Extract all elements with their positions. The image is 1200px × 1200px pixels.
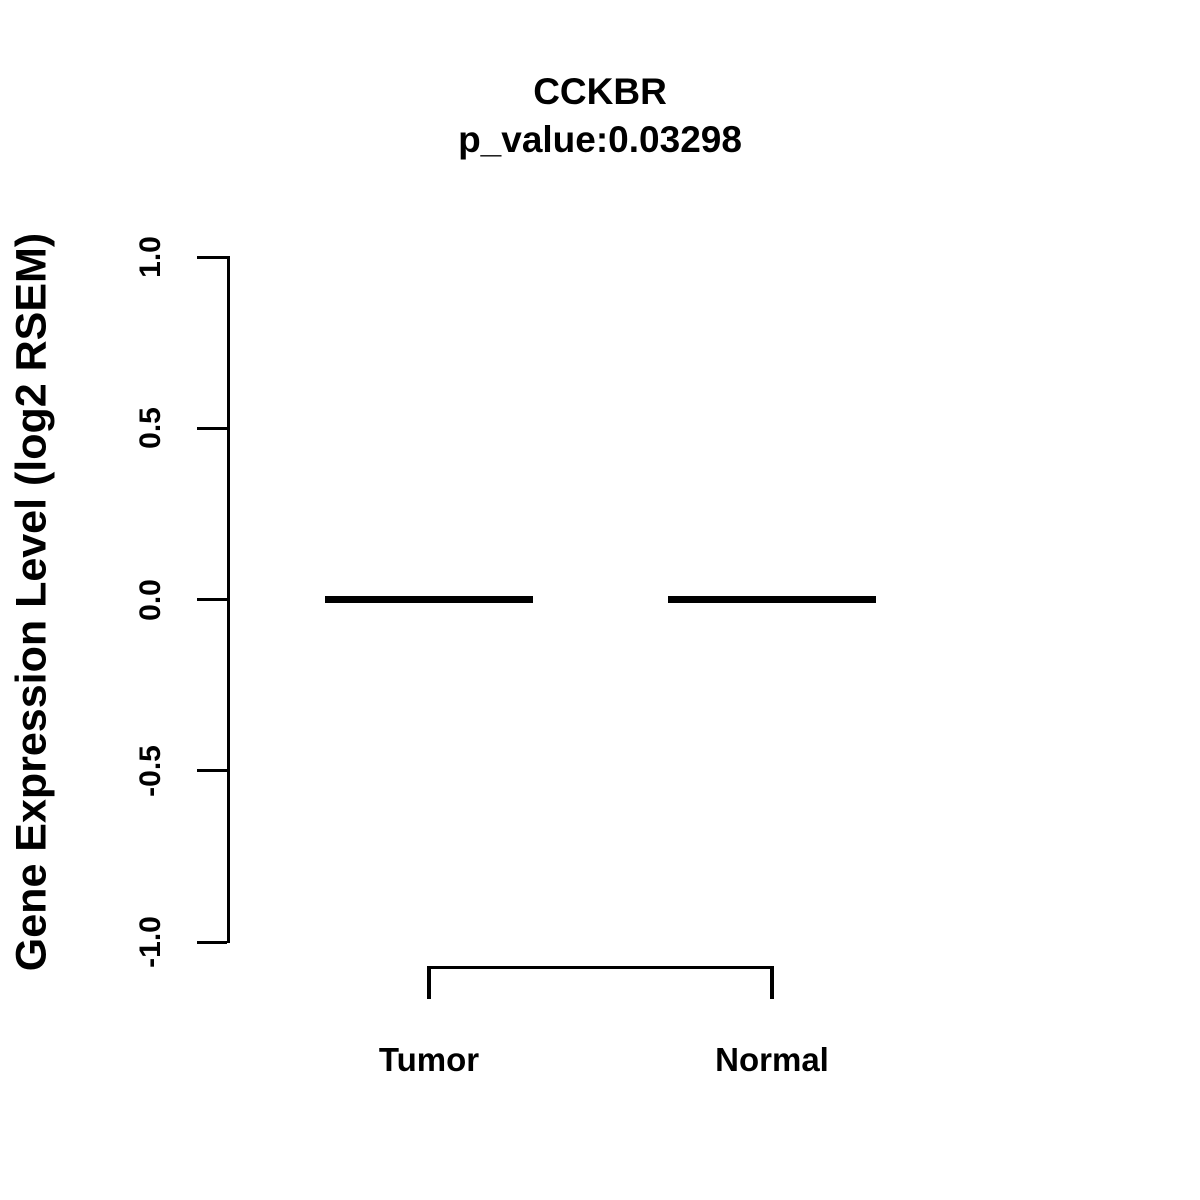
median-line <box>668 596 876 603</box>
y-tick <box>197 940 227 944</box>
chart-title-block: CCKBR p_value:0.03298 <box>230 68 970 164</box>
y-tick-label: 1.0 <box>134 236 167 278</box>
comparison-bracket-top <box>427 966 774 969</box>
y-axis-line <box>227 256 230 943</box>
y-axis-title: Gene Expression Level (log2 RSEM) <box>7 232 56 972</box>
y-tick-label: 0.5 <box>134 407 167 450</box>
y-tick <box>197 426 227 430</box>
comparison-bracket-leg <box>427 966 431 999</box>
median-line <box>325 596 533 603</box>
y-tick <box>197 769 227 773</box>
y-tick-label: 0.0 <box>134 578 167 621</box>
x-category-label: Normal <box>715 1041 829 1078</box>
chart-subtitle-pvalue: p_value:0.03298 <box>458 119 742 160</box>
x-category-label: Tumor <box>378 1041 480 1078</box>
chart-title: CCKBR <box>533 71 667 112</box>
y-tick-label: -1.0 <box>134 916 167 968</box>
y-tick <box>197 598 227 601</box>
y-tick <box>197 255 227 259</box>
y-tick-label: -0.5 <box>134 744 167 797</box>
comparison-bracket-leg <box>770 966 774 999</box>
